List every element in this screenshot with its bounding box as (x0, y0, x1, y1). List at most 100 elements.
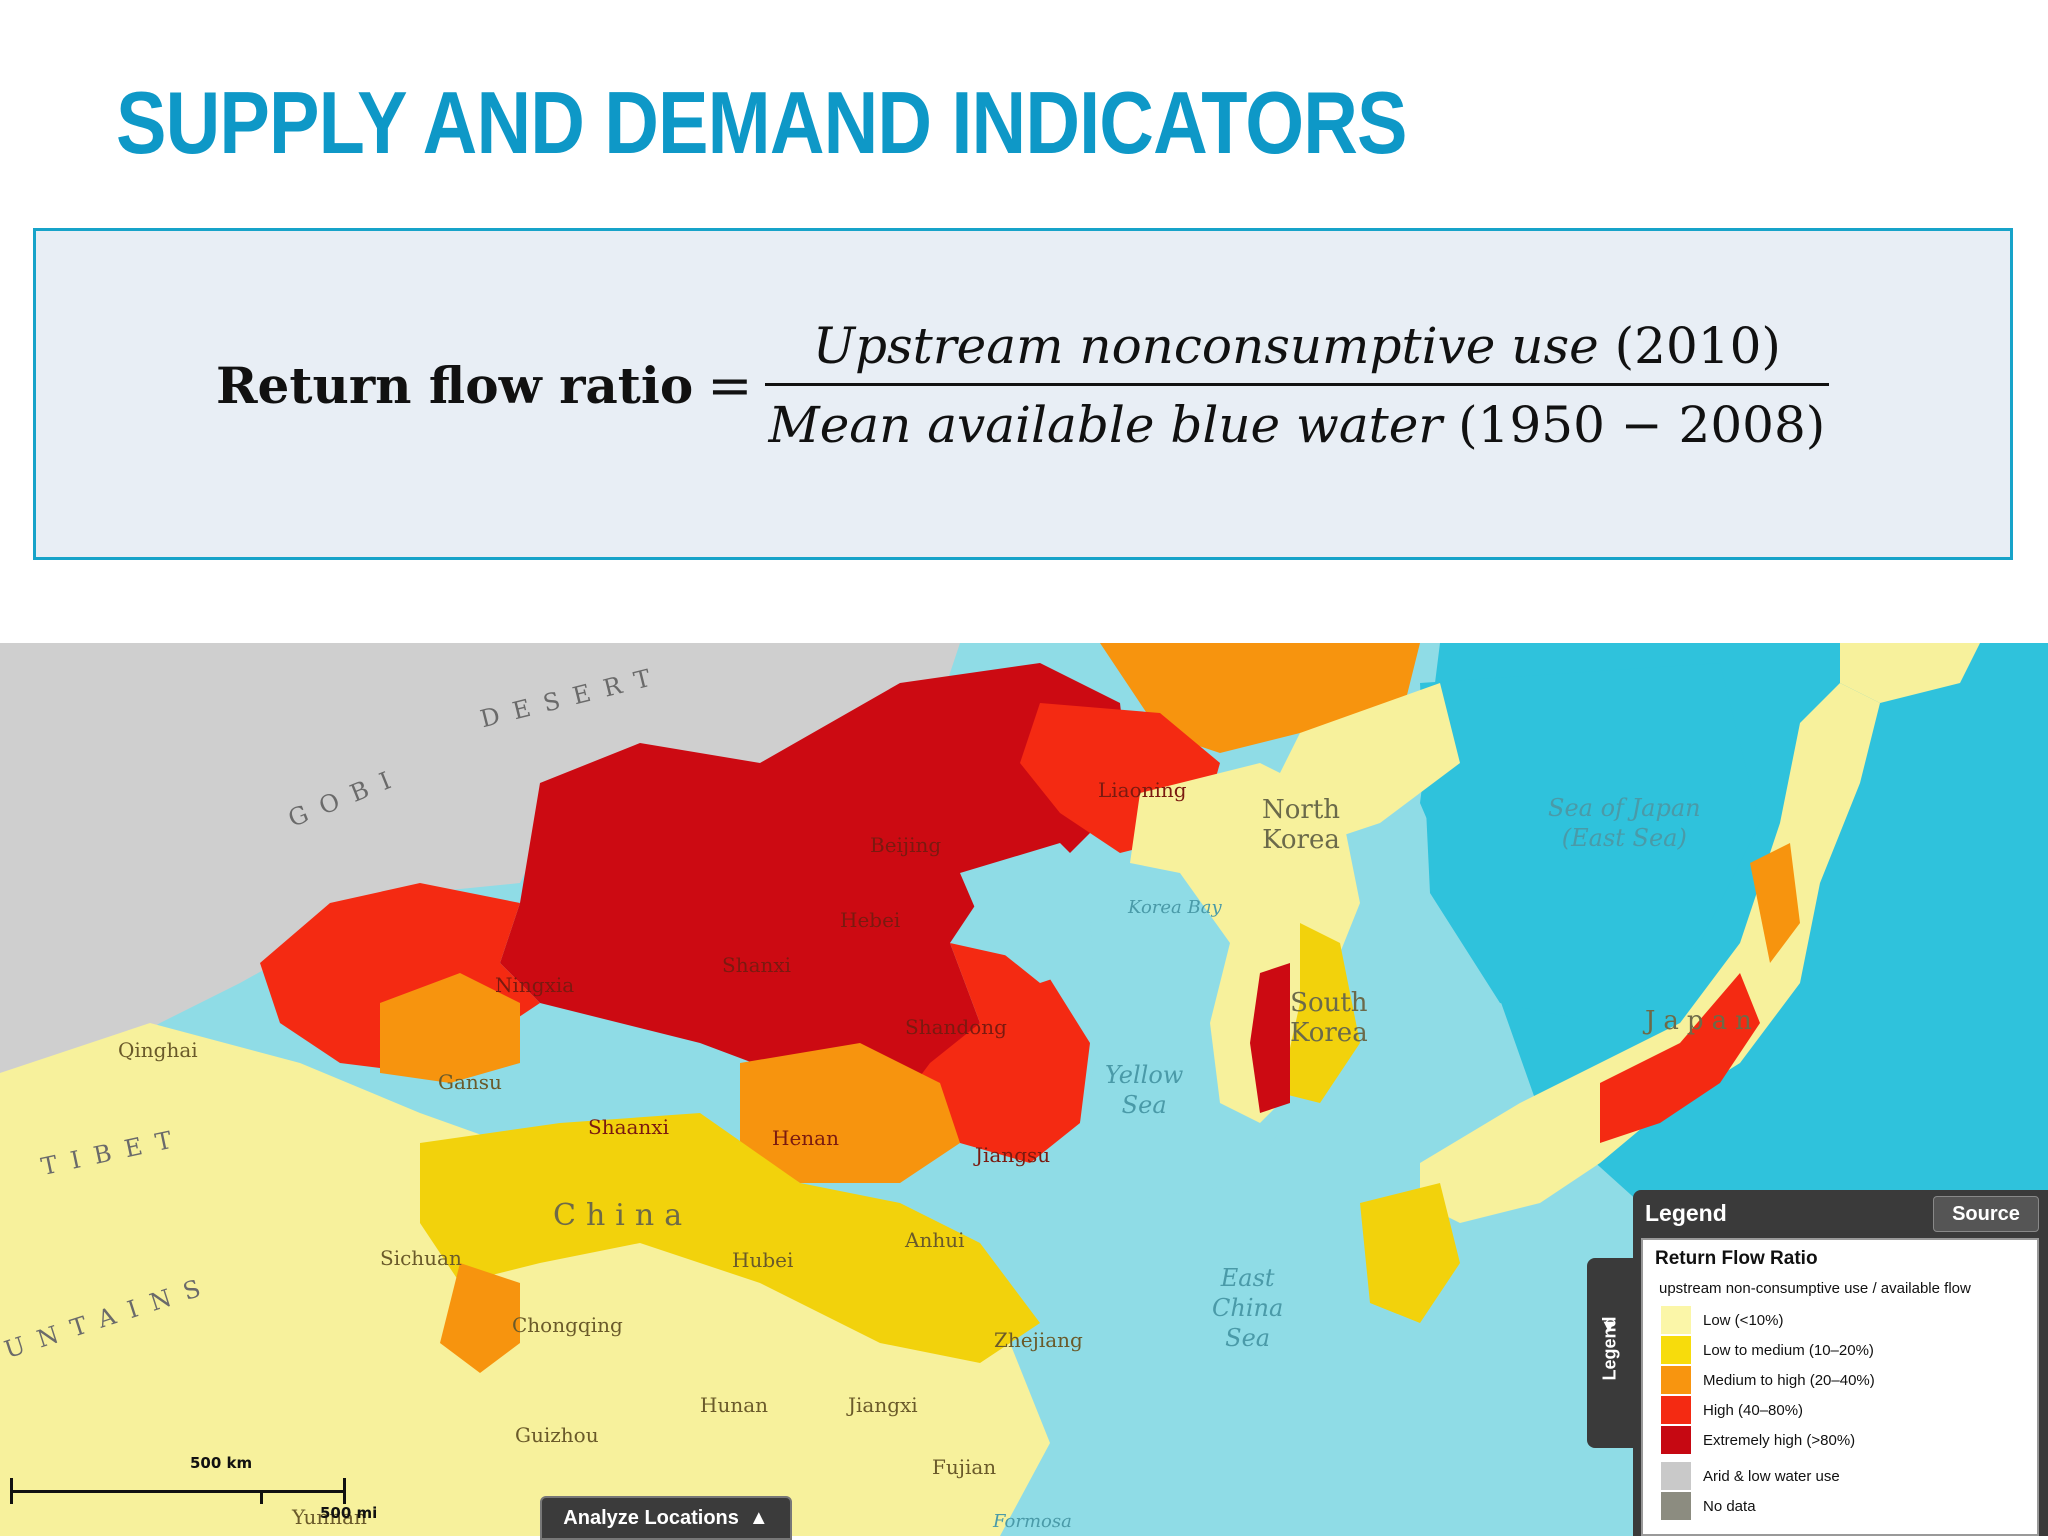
legend-swatch (1661, 1306, 1691, 1334)
qinghai-label: Qinghai (118, 1038, 198, 1062)
source-button[interactable]: Source (1933, 1196, 2039, 1232)
legend-item: High (40–80%) (1661, 1396, 1803, 1424)
south-korea-line2: Korea (1290, 1018, 1368, 1048)
map-canvas (0, 643, 2048, 1536)
legend-swatch (1661, 1396, 1691, 1424)
analyze-locations-button[interactable]: Analyze Locations ▲ (540, 1496, 792, 1540)
guizhou-label: Guizhou (515, 1423, 599, 1447)
legend-item-label: Extremely high (>80%) (1703, 1431, 1856, 1449)
scale-bar (10, 1470, 350, 1510)
legend-item-label: Arid & low water use (1703, 1467, 1840, 1485)
fraction-bar (764, 383, 1830, 386)
low-medium-central (420, 1113, 1040, 1363)
legend-item: Extremely high (>80%) (1661, 1426, 1855, 1454)
medium-high-sichuan (440, 1263, 520, 1373)
north-korea-line2: Korea (1262, 825, 1340, 855)
slide-title: SUPPLY AND DEMAND INDICATORS (116, 73, 1408, 172)
analyze-locations-label: Analyze Locations (563, 1506, 739, 1529)
legend-toggle-tab[interactable]: ▼ Legend (1587, 1258, 1633, 1448)
yunnan-label: Yunnan (292, 1505, 367, 1529)
legend-item: Low (<10%) (1661, 1306, 1783, 1334)
formula-equals: = (707, 354, 753, 417)
legend-item-label: Low to medium (10–20%) (1703, 1341, 1874, 1359)
fujian-label: Fujian (932, 1455, 997, 1479)
sea-of-japan-line2: (East Sea) (1561, 824, 1687, 852)
henan-label: Henan (772, 1126, 839, 1150)
medium-high-gansu (380, 973, 520, 1083)
japan-orange-patch (1750, 843, 1800, 963)
return-flow-formula: Return flow ratio = Upstream nonconsumpt… (216, 317, 1830, 454)
north-korea-line1: North (1262, 795, 1341, 825)
formula-denominator: Mean available blue water (1950 − 2008) (765, 396, 1830, 454)
south-korea-west-red (1250, 963, 1290, 1113)
china-label: China (553, 1198, 693, 1233)
legend-swatch (1661, 1462, 1691, 1490)
denominator-years: (1950 − 2008) (1458, 396, 1826, 454)
scale-bar-line (10, 1490, 346, 1493)
legend-item: Arid & low water use (1661, 1462, 1840, 1490)
beijing-label: Beijing (870, 833, 942, 857)
chongqing-label: Chongqing (512, 1313, 623, 1337)
east-china-sea-line3: Sea (1225, 1324, 1271, 1352)
legend-item-label: Low (<10%) (1703, 1311, 1784, 1329)
shaanxi-label: Shaanxi (588, 1115, 669, 1139)
formula-lhs: Return flow ratio (216, 356, 694, 415)
yellow-sea-label: Yellow Sea (1105, 1060, 1183, 1120)
sichuan-label: Sichuan (380, 1246, 462, 1270)
japan-label: Japan (1645, 1006, 1760, 1036)
japan-kyushu (1360, 1183, 1460, 1323)
gansu-label: Gansu (438, 1070, 502, 1094)
scale-bar-tick-mid (260, 1490, 263, 1504)
legend-swatch (1661, 1366, 1691, 1394)
north-korea-label: North Korea (1262, 795, 1340, 855)
jiangsu-label: Jiangsu (975, 1143, 1051, 1167)
legend-panel: Legend Source Return Flow Ratio upstream… (1633, 1190, 2048, 1536)
south-korea-medium (1280, 923, 1360, 1103)
shandong-label: Shandong (905, 1015, 1007, 1039)
liaoning-label: Liaoning (1098, 778, 1187, 802)
return-flow-map[interactable]: GOBI DESERT TIBET UNTAINS Qinghai Gansu … (0, 643, 2048, 1536)
yellow-sea-line1: Yellow (1105, 1061, 1184, 1089)
triangle-up-icon: ▲ (748, 1506, 769, 1529)
jiangxi-label: Jiangxi (848, 1393, 918, 1417)
hebei-label: Hebei (840, 908, 901, 932)
east-china-sea-line2: China (1212, 1294, 1284, 1322)
formula-box: Return flow ratio = Upstream nonconsumpt… (33, 228, 2013, 560)
legend-item-label: High (40–80%) (1703, 1401, 1804, 1419)
triangle-down-icon: ▼ (1600, 1316, 1618, 1336)
legend-swatch (1661, 1336, 1691, 1364)
numerator-year: (2010) (1614, 317, 1781, 375)
formula-fraction: Upstream nonconsumptive use (2010) Mean … (764, 317, 1830, 454)
legend-subtitle: upstream non-consumptive use / available… (1659, 1280, 1971, 1297)
ningxia-label: Ningxia (495, 973, 575, 997)
legend-item-label: Medium to high (20–40%) (1703, 1371, 1875, 1389)
legend-item: No data (1661, 1492, 1756, 1520)
legend-header: Legend (1645, 1200, 1727, 1226)
low-ratio-southwest (0, 1023, 1050, 1536)
east-china-sea-label: East China Sea (1212, 1263, 1283, 1353)
legend-title: Return Flow Ratio (1655, 1248, 1818, 1269)
south-korea-label: South Korea (1290, 988, 1368, 1048)
legend-item: Low to medium (10–20%) (1661, 1336, 1874, 1364)
hokkaido (1840, 643, 1980, 703)
sea-of-japan-label: Sea of Japan (East Sea) (1548, 793, 1701, 853)
medium-high-henan (740, 1043, 960, 1183)
arid-north-region (0, 643, 960, 1083)
hunan-label: Hunan (700, 1393, 769, 1417)
formosa-label: Formosa (993, 1511, 1072, 1532)
legend-item: Medium to high (20–40%) (1661, 1366, 1875, 1394)
zhejiang-label: Zhejiang (994, 1328, 1083, 1352)
anhui-label: Anhui (905, 1228, 965, 1252)
scale-mi-label: 500 mi (320, 1504, 378, 1522)
hubei-label: Hubei (732, 1248, 794, 1272)
south-korea-line1: South (1290, 988, 1368, 1018)
bohai-sea (960, 843, 1110, 983)
east-china-sea-line1: East (1220, 1264, 1275, 1292)
formula-numerator: Upstream nonconsumptive use (2010) (809, 317, 1785, 375)
sea-of-japan-line1: Sea of Japan (1548, 794, 1701, 822)
shanxi-label: Shanxi (722, 953, 792, 977)
scale-bar-tick-start (10, 1478, 13, 1504)
legend-item-label: No data (1703, 1497, 1756, 1515)
legend-swatch (1661, 1426, 1691, 1454)
legend-swatch (1661, 1492, 1691, 1520)
